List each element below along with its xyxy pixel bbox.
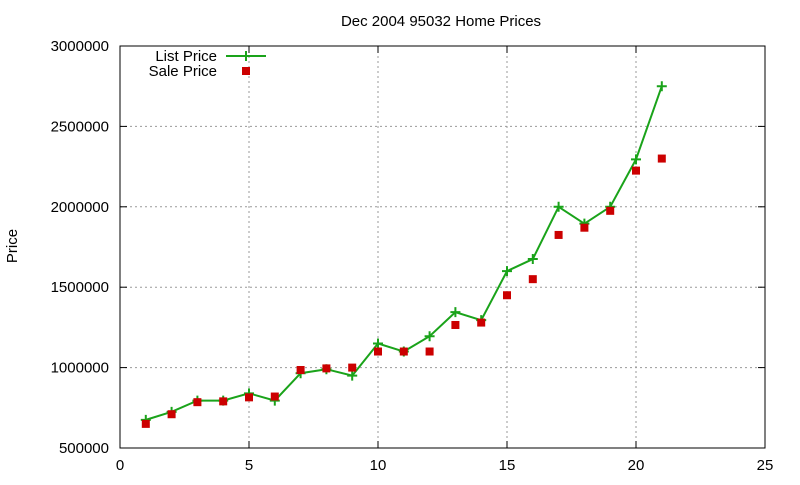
point-list-price-11 (424, 331, 435, 342)
point-sale-price-3 (219, 397, 228, 406)
series-line-list-price (145, 85, 663, 421)
point-sale-price-17 (580, 223, 589, 232)
x-tick-label-5: 25 (757, 457, 774, 474)
y-tick-label-4: 2500000 (51, 118, 109, 135)
y-tick-label-1: 1000000 (51, 360, 109, 377)
point-sale-price-16 (554, 230, 563, 239)
point-sale-price-0 (141, 419, 150, 428)
point-list-price-14 (502, 266, 512, 277)
point-list-price-19 (631, 154, 641, 165)
y-tick-label-0: 500000 (59, 440, 109, 457)
x-tick-label-0: 0 (116, 457, 124, 474)
point-sale-price-5 (270, 392, 279, 401)
y-axis-label: Price (4, 229, 21, 263)
y-tick-label-5: 3000000 (51, 38, 109, 55)
series-sale-price (141, 154, 666, 428)
point-sale-price-15 (528, 275, 537, 284)
point-sale-price-18 (606, 206, 615, 215)
point-sale-price-11 (425, 347, 434, 356)
legend-label-list-price: List Price (155, 48, 217, 65)
point-sale-price-4 (245, 393, 253, 402)
point-sale-price-13 (477, 318, 486, 327)
y-tick-label-2: 1500000 (51, 279, 109, 296)
point-sale-price-2 (193, 398, 202, 407)
legend: List Price Sale Price (149, 48, 266, 80)
point-sale-price-6 (296, 366, 305, 375)
point-list-price-15 (527, 254, 538, 265)
point-sale-price-19 (632, 166, 640, 175)
grid-layer (120, 46, 765, 448)
legend-marker-list-price (241, 51, 251, 61)
legend-label-sale-price: Sale Price (149, 63, 217, 80)
point-list-price-9 (373, 338, 383, 349)
series-layer (140, 81, 667, 428)
point-list-price-20 (656, 81, 667, 92)
x-tick-label-1: 5 (245, 457, 253, 474)
point-list-price-12 (450, 307, 461, 318)
axes-layer (119, 45, 766, 449)
point-sale-price-12 (451, 320, 460, 329)
point-sale-price-10 (399, 347, 408, 356)
point-sale-price-7 (322, 364, 331, 373)
x-tick-label-3: 15 (499, 457, 516, 474)
y-tick-label-3: 2000000 (51, 199, 109, 216)
point-list-price-16 (553, 201, 564, 212)
tick-label-layer: 0 5 10 15 20 25 500000 1000000 1500000 2000000 250… (51, 38, 774, 474)
point-sale-price-1 (167, 410, 176, 419)
point-sale-price-14 (503, 291, 511, 300)
plot-frame (119, 45, 766, 449)
chart-title: Dec 2004 95032 Home Prices (341, 13, 541, 30)
point-sale-price-9 (374, 347, 382, 356)
point-sale-price-8 (348, 363, 357, 372)
x-tick-label-4: 20 (628, 457, 645, 474)
point-list-price-8 (347, 370, 358, 381)
point-sale-price-20 (657, 154, 666, 163)
legend-marker-sale-price (242, 67, 250, 75)
series-list-price (140, 81, 667, 425)
x-tick-label-2: 10 (370, 457, 387, 474)
